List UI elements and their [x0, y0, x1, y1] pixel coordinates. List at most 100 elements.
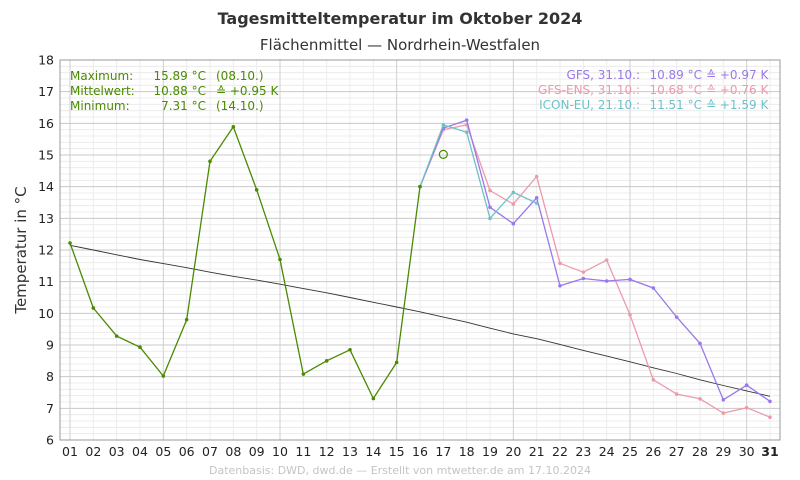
- y-tick-label: 12: [38, 243, 54, 258]
- data-point-gfs: [721, 397, 726, 402]
- data-point-observed: [278, 257, 282, 262]
- x-tick-label: 29: [715, 444, 731, 459]
- x-tick-label: 03: [109, 444, 125, 459]
- data-point-gfs: [511, 221, 516, 226]
- x-tick-label: 15: [389, 444, 405, 459]
- x-tick-label: 11: [295, 444, 311, 459]
- data-point-observed: [231, 125, 236, 129]
- stat-min-extra: (14.10.): [216, 99, 264, 113]
- x-tick-label: 07: [202, 444, 218, 459]
- x-tick-label: 24: [599, 444, 615, 459]
- data-point-gfs_ens: [488, 188, 492, 193]
- x-tick-label: 14: [365, 444, 381, 459]
- stat-max-value: 15.89 °C: [153, 69, 206, 83]
- x-tick-label: 02: [85, 444, 101, 459]
- y-tick-label: 17: [38, 84, 54, 99]
- data-point-gfs: [488, 205, 492, 210]
- data-point-observed: [138, 345, 142, 350]
- stats-box: Maximum: 15.89 °C (08.10.) Mittelwert: 1…: [70, 69, 279, 113]
- footer-source: Datenbasis: DWD, dwd.de — Erstellt von m…: [209, 464, 591, 477]
- y-tick-label: 8: [46, 369, 54, 384]
- y-axis-ticks: 6 7 8 9 10 11 12 13 14 15 16 17 18: [38, 53, 54, 448]
- x-tick-label: 25: [622, 444, 638, 459]
- marker-open-circle: [438, 149, 448, 159]
- legend-gfs-ens-value: 10.68 °C: [649, 83, 702, 97]
- x-tick-label: 26: [645, 444, 661, 459]
- stat-max-extra: (08.10.): [216, 69, 264, 83]
- stat-min-value: 7.31 °C: [161, 99, 206, 113]
- y-tick-label: 14: [38, 179, 54, 194]
- series-line-observed: [69, 126, 421, 400]
- x-tick-label: 21: [529, 444, 545, 459]
- x-tick-label: 16: [412, 444, 428, 459]
- data-point-gfs_ens: [744, 405, 749, 410]
- legend-gfs-label: GFS, 31.10.:: [567, 68, 640, 82]
- data-point-gfs: [651, 286, 656, 290]
- stat-mean-value: 10.88 °C: [153, 84, 206, 98]
- x-tick-label: 31: [761, 444, 778, 459]
- x-tick-label: 22: [552, 444, 568, 459]
- data-point-gfs_ens: [651, 378, 656, 382]
- x-tick-label: 09: [249, 444, 265, 459]
- data-point-icon_eu: [534, 201, 539, 205]
- data-point-gfs_ens: [674, 392, 679, 396]
- chart-subtitle: Flächenmittel — Nordrhein-Westfalen: [260, 36, 540, 54]
- x-tick-label: 30: [739, 444, 755, 459]
- data-point-gfs_ens: [534, 174, 539, 179]
- x-axis-ticks: 01 02 03 04 05 06 07 08 09 10 11 12 13 14 15 16 17 18 19 20…: [62, 444, 779, 459]
- legend-gfs-value: 10.89 °C: [649, 68, 702, 82]
- data-point-observed: [184, 317, 189, 322]
- y-tick-label: 18: [38, 53, 54, 68]
- x-tick-label: 19: [482, 444, 498, 459]
- data-point-icon_eu: [488, 216, 492, 221]
- data-point-observed: [161, 374, 166, 378]
- data-point-gfs_ens: [558, 261, 562, 266]
- legend-gfs-extra: ≙ +0.97 K: [706, 68, 769, 82]
- data-point-icon_eu: [511, 190, 516, 195]
- data-point-gfs_ens: [768, 415, 772, 420]
- legend-icon-eu-extra: ≙ +1.59 K: [706, 98, 769, 112]
- x-tick-label: 28: [692, 444, 708, 459]
- x-tick-label: 10: [272, 444, 288, 459]
- data-point-gfs: [534, 195, 539, 200]
- y-tick-label: 10: [38, 306, 54, 321]
- data-point-gfs: [698, 341, 702, 346]
- data-point-gfs: [768, 399, 772, 404]
- data-point-observed: [301, 372, 306, 376]
- y-tick-label: 16: [38, 116, 54, 131]
- legend-icon-eu-value: 11.51 °C: [649, 98, 702, 112]
- stat-mean-label: Mittelwert:: [70, 84, 135, 98]
- series-line-gfs: [419, 119, 771, 402]
- data-point-observed: [394, 360, 399, 365]
- data-point-observed: [324, 359, 329, 363]
- stat-max-label: Maximum:: [70, 69, 133, 83]
- stat-min-label: Minimum:: [70, 99, 130, 113]
- x-tick-label: 12: [319, 444, 335, 459]
- plot-frame: [59, 59, 781, 441]
- x-tick-label: 27: [669, 444, 685, 459]
- data-point-gfs_ens: [698, 397, 702, 401]
- data-point-observed: [254, 188, 259, 192]
- y-axis-label: Temperatur in °C: [12, 186, 30, 314]
- x-tick-label: 05: [155, 444, 171, 459]
- data-point-gfs_ens: [581, 270, 586, 274]
- stat-mean-extra: ≙ +0.95 K: [216, 84, 279, 98]
- x-tick-label: 20: [505, 444, 521, 459]
- data-point-observed: [68, 241, 72, 245]
- data-point-gfs_ens: [604, 258, 609, 262]
- forecast-legend: GFS, 31.10.: 10.89 °C ≙ +0.97 K GFS-ENS,…: [538, 68, 769, 112]
- x-tick-label: 08: [225, 444, 241, 459]
- data-point-icon_eu: [464, 130, 469, 134]
- y-tick-label: 6: [46, 433, 54, 448]
- x-tick-label: 01: [62, 444, 78, 459]
- data-point-icon_eu: [441, 123, 446, 127]
- data-point-gfs: [604, 279, 609, 283]
- data-point-gfs: [674, 315, 679, 319]
- legend-gfs-ens-extra: ≙ +0.76 K: [706, 83, 769, 97]
- data-point-gfs: [558, 283, 562, 288]
- legend-icon-eu-label: ICON-EU, 21.10.:: [539, 98, 640, 112]
- y-tick-label: 11: [38, 274, 54, 289]
- y-tick-label: 15: [38, 148, 54, 163]
